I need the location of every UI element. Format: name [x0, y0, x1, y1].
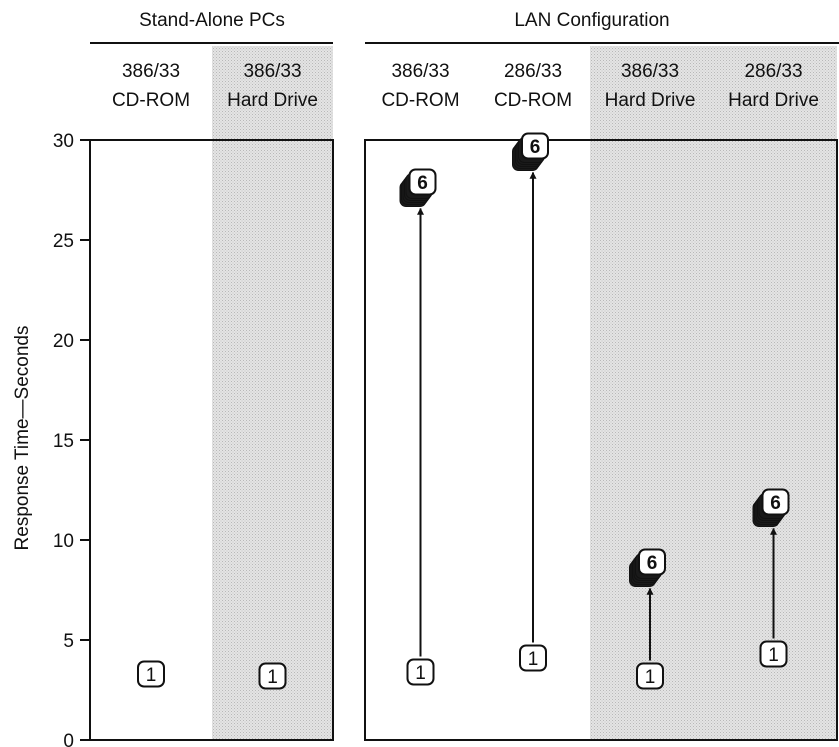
- marker-label: 6: [417, 173, 428, 194]
- marker-1: 1: [137, 660, 165, 688]
- marker-label: 1: [146, 665, 157, 686]
- marker-box: [258, 662, 287, 690]
- y-tick-label: 10: [53, 531, 74, 552]
- marker-1: 1: [406, 658, 435, 686]
- column-label-storage: CD-ROM: [112, 90, 190, 111]
- column-label-model: 386/33: [391, 61, 449, 82]
- column-label-model: 386/33: [243, 61, 301, 82]
- chart-header: Stand-Alone PCs LAN Configuration: [90, 10, 839, 44]
- shaded-column: [212, 46, 333, 740]
- marker-1: 1: [519, 644, 547, 672]
- marker-label: 1: [415, 663, 426, 684]
- y-tick-label: 25: [53, 231, 74, 252]
- marker-label: 1: [267, 667, 278, 688]
- marker-6: 6: [629, 548, 666, 587]
- column-label-storage: Hard Drive: [227, 90, 318, 111]
- panel-frame: [364, 139, 838, 741]
- group-header-standalone: Stand-Alone PCs: [139, 10, 285, 31]
- column-label-model: 386/33: [122, 61, 180, 82]
- column-label-model: 286/33: [744, 61, 802, 82]
- group-header-lan: LAN Configuration: [514, 10, 669, 31]
- column-label-storage: Hard Drive: [605, 90, 696, 111]
- marker-label: 6: [647, 553, 658, 574]
- marker-1: 1: [759, 640, 788, 668]
- marker-box: [521, 132, 549, 160]
- y-tick-label: 5: [63, 631, 74, 652]
- y-axis-title: Response Time—Seconds: [12, 326, 33, 551]
- column-label-model: 286/33: [504, 61, 562, 82]
- column-label-storage: Hard Drive: [728, 90, 819, 111]
- column-label-storage: CD-ROM: [381, 90, 459, 111]
- marker-label: 6: [770, 493, 781, 514]
- y-tick-label: 20: [53, 331, 74, 352]
- marker-box: [638, 548, 666, 576]
- y-tick-label: 30: [53, 131, 74, 152]
- marker-box: [519, 644, 547, 672]
- y-tick-label: 0: [63, 731, 74, 747]
- marker-label: 6: [530, 137, 541, 158]
- column-labels: 386/33 CD-ROM 386/33 Hard Drive 386/33 CD-ROM…: [112, 61, 819, 111]
- marker-6: 6: [399, 168, 437, 207]
- marker-label: 1: [528, 649, 539, 670]
- marker-box: [759, 640, 788, 668]
- marker-box: [761, 488, 790, 516]
- marker-6: 6: [752, 488, 790, 527]
- marker-6: 6: [512, 132, 549, 171]
- y-axis: 0 5 10 15 20 25 30: [53, 131, 90, 747]
- marker-label: 1: [645, 667, 656, 688]
- marker-box: [406, 658, 435, 686]
- y-tick-label: 15: [53, 431, 74, 452]
- marker-1: 1: [258, 662, 287, 690]
- marker-label: 1: [768, 645, 779, 666]
- column-label-storage: CD-ROM: [494, 90, 572, 111]
- column-label-model: 386/33: [621, 61, 679, 82]
- marker-box: [636, 662, 664, 690]
- marker-1: 1: [636, 662, 664, 690]
- marker-box: [137, 660, 165, 688]
- marker-box: [408, 168, 437, 196]
